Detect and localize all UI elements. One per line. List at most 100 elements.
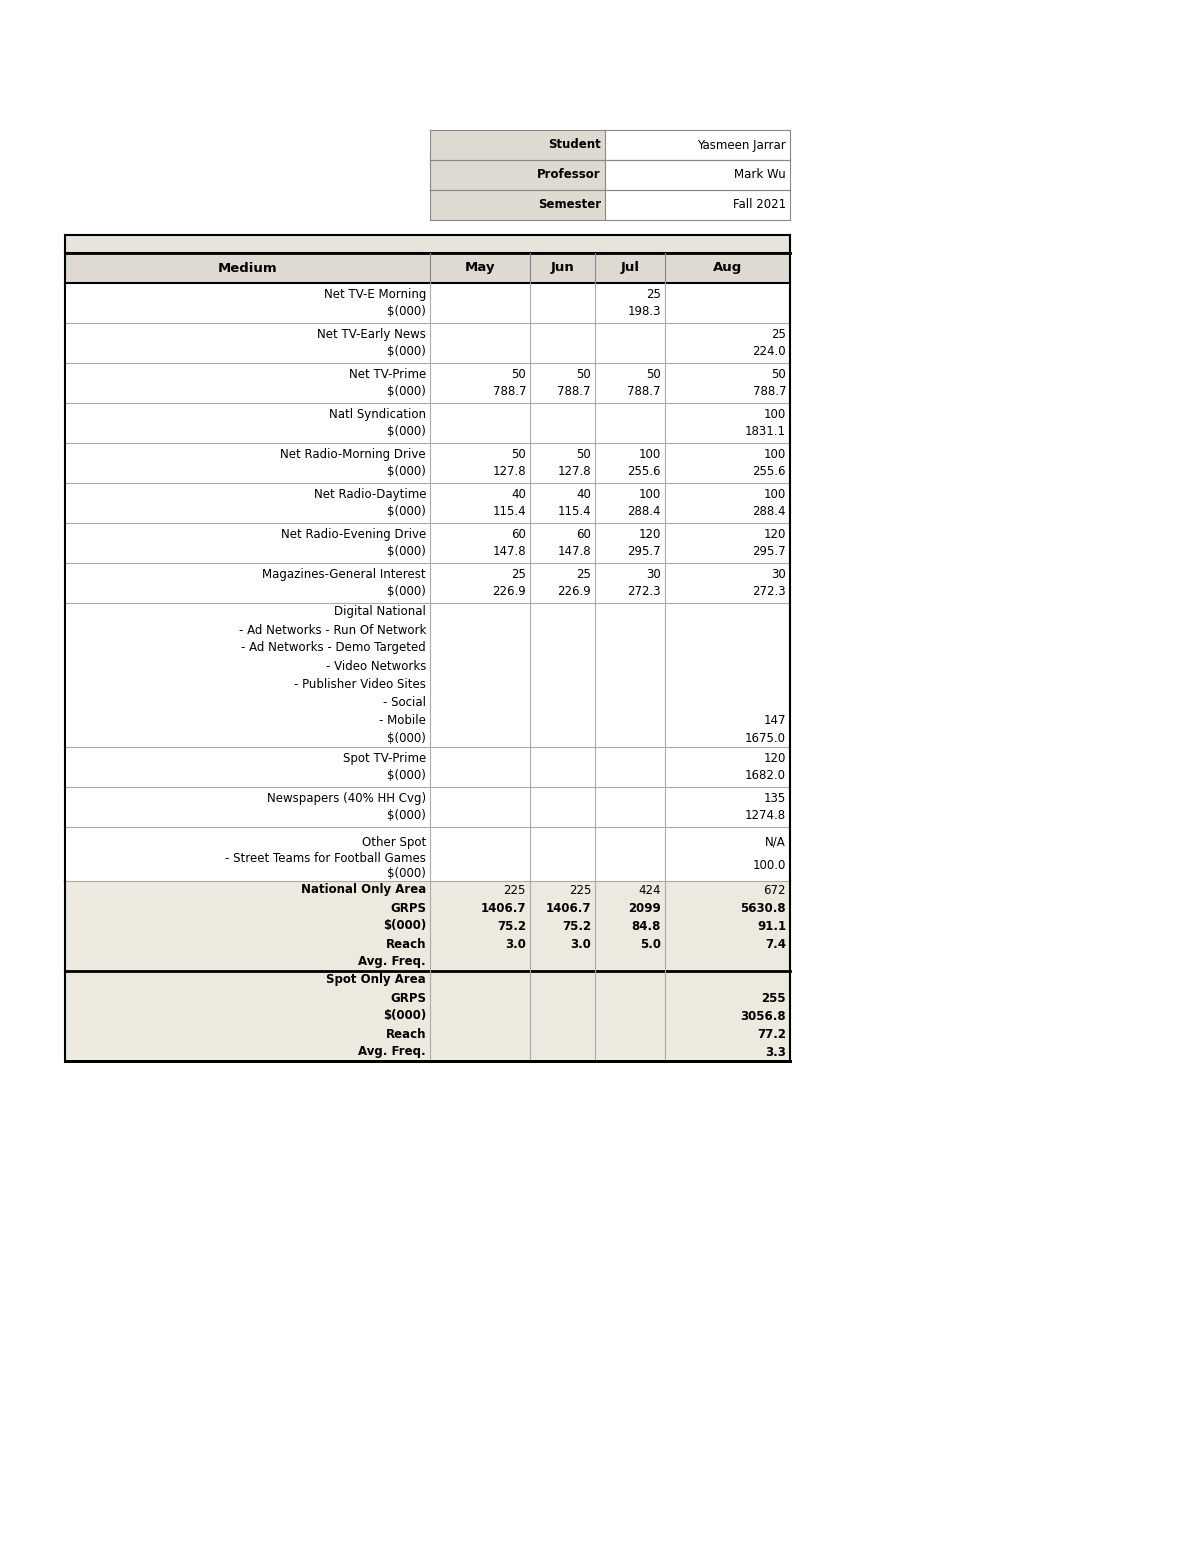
Text: 25: 25 [576,568,592,581]
Text: 272.3: 272.3 [752,585,786,598]
Bar [65,283,790,323]
Text: 50: 50 [511,447,526,461]
Bar [65,787,790,828]
Text: $(000): $(000) [388,585,426,598]
Text: 424: 424 [638,884,661,896]
Text: GRPS: GRPS [390,901,426,915]
Text: Semester: Semester [538,199,601,211]
Text: 100: 100 [763,488,786,500]
Text: Aug: Aug [713,261,742,275]
Text: 84.8: 84.8 [631,919,661,932]
Text: Digital National: Digital National [334,606,426,618]
Text: $(000): $(000) [388,345,426,359]
Text: 7.4: 7.4 [766,938,786,950]
Text: 25: 25 [646,287,661,301]
Text: Student: Student [548,138,601,152]
Text: 100: 100 [638,488,661,500]
Text: 3.3: 3.3 [766,1045,786,1059]
Text: National Only Area: National Only Area [301,884,426,896]
Text: - Publisher Video Sites: - Publisher Video Sites [294,677,426,691]
Text: 295.7: 295.7 [628,545,661,558]
Text: 255: 255 [761,991,786,1005]
Bar [65,881,790,971]
Text: Spot TV-Prime: Spot TV-Prime [343,752,426,764]
Bar [65,523,790,564]
Text: Professor: Professor [538,168,601,182]
Text: 788.7: 788.7 [628,385,661,398]
Text: - Street Teams for Football Games
$(000): - Street Teams for Football Games $(000) [226,853,426,881]
Text: Net TV-E Morning: Net TV-E Morning [324,287,426,301]
Bar [65,828,790,881]
Text: 147: 147 [763,713,786,727]
Text: 50: 50 [576,368,592,380]
Text: 77.2: 77.2 [757,1028,786,1041]
Text: $(000): $(000) [388,426,426,438]
Text: Reach: Reach [385,1028,426,1041]
Bar [605,160,790,189]
Text: 100: 100 [638,447,661,461]
Text: 226.9: 226.9 [557,585,592,598]
Text: Net Radio-Morning Drive: Net Radio-Morning Drive [281,447,426,461]
Text: N/A: N/A [766,836,786,848]
Text: 30: 30 [772,568,786,581]
Bar [65,235,790,253]
Text: 3.0: 3.0 [505,938,526,950]
Text: 288.4: 288.4 [628,505,661,519]
Text: 272.3: 272.3 [628,585,661,598]
Text: 255.6: 255.6 [628,466,661,478]
Text: 1831.1: 1831.1 [745,426,786,438]
Text: May: May [464,261,496,275]
Text: 255.6: 255.6 [752,466,786,478]
Bar [430,130,605,160]
Text: 50: 50 [576,447,592,461]
Text: 100.0: 100.0 [752,859,786,873]
Text: Reach: Reach [385,938,426,950]
Text: Avg. Freq.: Avg. Freq. [359,955,426,969]
Text: 224.0: 224.0 [752,345,786,359]
Text: 40: 40 [511,488,526,500]
Text: 147.8: 147.8 [557,545,592,558]
Text: 91.1: 91.1 [757,919,786,932]
Bar [65,402,790,443]
Text: 120: 120 [638,528,661,540]
Text: 672: 672 [763,884,786,896]
Text: 135: 135 [763,792,786,804]
Text: 50: 50 [647,368,661,380]
Text: 198.3: 198.3 [628,306,661,318]
Text: Spot Only Area: Spot Only Area [326,974,426,986]
Text: 2099: 2099 [629,901,661,915]
Text: 50: 50 [511,368,526,380]
Bar [65,443,790,483]
Text: $(000): $(000) [388,545,426,558]
Text: 120: 120 [763,752,786,764]
Text: Medium: Medium [217,261,277,275]
Text: 1675.0: 1675.0 [745,731,786,744]
Text: $(000): $(000) [388,731,426,744]
Text: 100: 100 [763,408,786,421]
Text: Jul: Jul [620,261,640,275]
Text: 225: 225 [569,884,592,896]
Text: 25: 25 [511,568,526,581]
Text: 120: 120 [763,528,786,540]
Text: 3.0: 3.0 [570,938,592,950]
Text: 1274.8: 1274.8 [745,809,786,822]
Text: 288.4: 288.4 [752,505,786,519]
Text: $(000): $(000) [388,466,426,478]
Text: Natl Syndication: Natl Syndication [329,408,426,421]
Text: 100: 100 [763,447,786,461]
Text: 115.4: 115.4 [557,505,592,519]
Text: 127.8: 127.8 [557,466,592,478]
Text: Magazines-General Interest: Magazines-General Interest [263,568,426,581]
Text: Net Radio-Daytime: Net Radio-Daytime [313,488,426,500]
Text: $(000): $(000) [383,919,426,932]
Text: - Ad Networks - Demo Targeted: - Ad Networks - Demo Targeted [241,641,426,654]
Bar [65,323,790,363]
Text: 225: 225 [504,884,526,896]
Text: 50: 50 [772,368,786,380]
Text: 788.7: 788.7 [558,385,592,398]
Bar [65,564,790,603]
Text: GRPS: GRPS [390,991,426,1005]
Text: $(000): $(000) [388,505,426,519]
Bar [65,253,790,283]
Text: Other Spot: Other Spot [361,836,426,848]
